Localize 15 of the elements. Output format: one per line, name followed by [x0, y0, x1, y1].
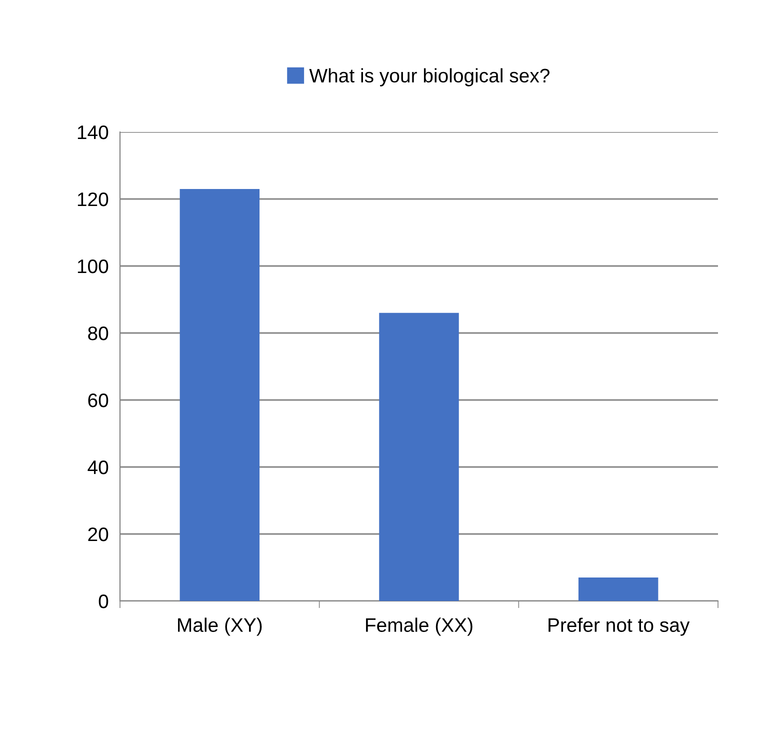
y-tick-label: 20 [88, 527, 108, 542]
x-tick-label: Prefer not to say [548, 618, 690, 636]
y-tick-label: 40 [88, 460, 108, 474]
y-tick-label: 120 [78, 192, 108, 206]
y-tick-label: 0 [98, 594, 108, 608]
x-tick-label: Male (XY) [178, 618, 262, 636]
y-tick-label: 140 [78, 125, 108, 140]
y-tick-label: 80 [88, 326, 108, 340]
legend-label: What is your biological sex? [309, 68, 550, 86]
bar [578, 578, 658, 601]
x-tick-label: Female (XX) [366, 618, 472, 636]
bar [379, 312, 459, 601]
y-tick-label: 60 [88, 393, 108, 408]
bar [180, 188, 260, 601]
y-tick-label: 100 [78, 259, 108, 274]
